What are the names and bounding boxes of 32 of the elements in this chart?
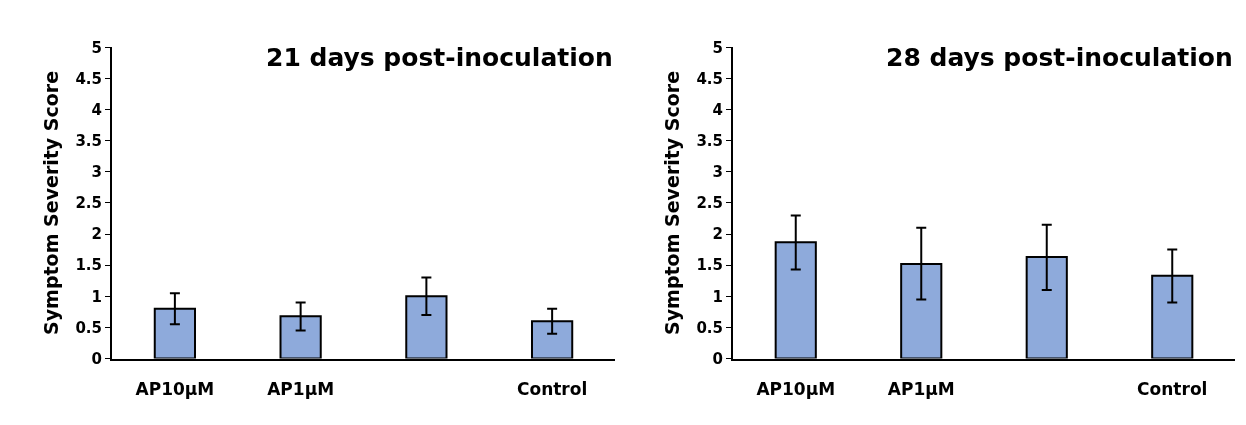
- x-tick-label: Control: [1137, 378, 1208, 399]
- y-tick-label: 3.5: [75, 131, 102, 150]
- y-tick-label: 0.5: [696, 318, 723, 337]
- x-tick-label: AP1µM: [267, 378, 335, 399]
- y-tick-label: 1.5: [75, 256, 102, 275]
- y-axis-title: Symptom Severity Score: [39, 70, 62, 335]
- y-tick-label: 4.5: [696, 69, 723, 88]
- y-tick-label: 0.5: [75, 318, 102, 337]
- y-tick-label: 3: [712, 163, 723, 182]
- y-axis-title: Symptom Severity Score: [660, 70, 683, 335]
- chart-title: 28 days post-inoculation: [886, 43, 1233, 72]
- y-tick-label: 1: [712, 287, 723, 306]
- y-tick-label: 5: [712, 38, 723, 57]
- x-tick-label: Control: [516, 378, 588, 399]
- y-tick-label: 1.5: [696, 256, 723, 275]
- y-tick-label: 4.5: [75, 69, 102, 88]
- y-tick-label: 2.5: [696, 194, 723, 213]
- x-tick-label: AP10µM: [135, 378, 215, 399]
- y-tick-label: 5: [91, 38, 102, 57]
- chart-title: 21 days post-inoculation: [266, 43, 613, 72]
- y-tick-label: 4: [712, 100, 723, 119]
- y-tick-label: 1: [91, 287, 102, 306]
- y-tick-label: 3.5: [696, 131, 723, 150]
- y-tick-label: 2: [712, 225, 723, 244]
- y-tick-label: 2: [91, 225, 102, 244]
- y-tick-label: 0: [712, 349, 723, 368]
- x-tick-label: AP1µM: [887, 378, 955, 399]
- y-tick-label: 2.5: [75, 194, 102, 213]
- y-tick-label: 0: [91, 349, 102, 368]
- y-tick-label: 4: [91, 100, 102, 119]
- x-tick-label: AP10µM: [756, 378, 836, 399]
- y-tick-label: 3: [91, 163, 102, 182]
